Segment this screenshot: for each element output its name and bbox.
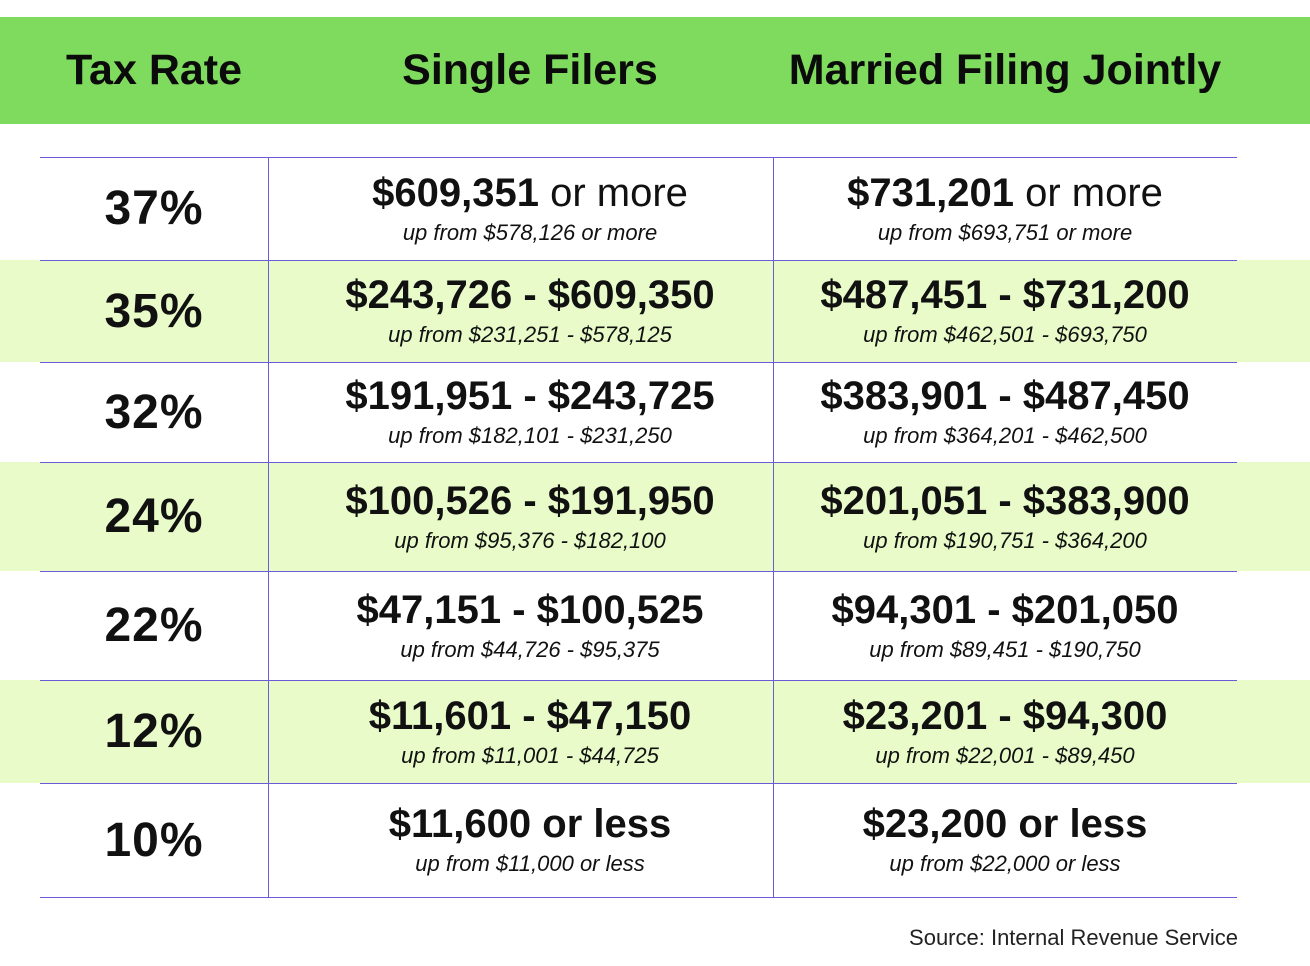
tax-rate: 37% bbox=[104, 182, 204, 235]
bracket-range: $23,200 or less bbox=[862, 802, 1148, 846]
married-jointly-cell: $94,301 - $201,050 up from $89,451 - $19… bbox=[773, 571, 1237, 680]
column-divider bbox=[773, 157, 774, 898]
married-jointly-cell: $731,201 or more up from $693,751 or mor… bbox=[773, 157, 1237, 260]
row-divider bbox=[40, 362, 1237, 363]
married-jointly-cell: $487,451 - $731,200 up from $462,501 - $… bbox=[773, 260, 1237, 362]
previous-range: up from $578,126 or more bbox=[402, 219, 658, 245]
table-row: 32% $191,951 - $243,725 up from $182,101… bbox=[0, 362, 1310, 462]
tax-rate: 24% bbox=[104, 490, 204, 543]
previous-range: up from $11,001 - $44,725 bbox=[401, 742, 659, 768]
married-jointly-cell: $201,051 - $383,900 up from $190,751 - $… bbox=[773, 462, 1237, 571]
bracket-range: $11,600 or less bbox=[388, 802, 672, 846]
previous-range: up from $182,101 - $231,250 bbox=[388, 423, 672, 448]
tax-rate: 35% bbox=[104, 284, 204, 338]
table-row: 35% $243,726 - $609,350 up from $231,251… bbox=[0, 260, 1310, 362]
table-row: 24% $100,526 - $191,950 up from $95,376 … bbox=[0, 462, 1310, 571]
tax-rate: 10% bbox=[104, 813, 204, 867]
tax-rate: 12% bbox=[104, 705, 204, 758]
header-married-filing-jointly: Married Filing Jointly bbox=[788, 46, 1222, 94]
single-filers-cell: $191,951 - $243,725 up from $182,101 - $… bbox=[287, 362, 773, 462]
previous-range: up from $190,751 - $364,200 bbox=[863, 527, 1147, 553]
married-jointly-cell: $23,201 - $94,300 up from $22,001 - $89,… bbox=[773, 680, 1237, 783]
header-tax-rate: Tax Rate bbox=[65, 46, 243, 94]
married-jointly-cell: $383,901 - $487,450 up from $364,201 - $… bbox=[773, 362, 1237, 462]
bracket-range: $191,951 - $243,725 bbox=[345, 374, 715, 418]
single-filers-cell: $11,600 or less up from $11,000 or less bbox=[287, 783, 773, 897]
bracket-range: $731,201 or more bbox=[847, 170, 1163, 215]
previous-range: up from $95,376 - $182,100 bbox=[394, 527, 666, 553]
table-row: 12% $11,601 - $47,150 up from $11,001 - … bbox=[0, 680, 1310, 783]
bracket-range: $487,451 - $731,200 bbox=[820, 273, 1190, 317]
bracket-range: $201,051 - $383,900 bbox=[820, 478, 1190, 523]
previous-range: up from $693,751 or more bbox=[877, 219, 1133, 245]
single-filers-cell: $100,526 - $191,950 up from $95,376 - $1… bbox=[287, 462, 773, 571]
tax-rate: 22% bbox=[104, 599, 204, 652]
row-divider bbox=[40, 260, 1237, 261]
column-divider bbox=[268, 157, 269, 898]
row-divider bbox=[40, 783, 1237, 784]
bracket-range: $94,301 - $201,050 bbox=[831, 587, 1179, 632]
previous-range: up from $22,001 - $89,450 bbox=[875, 742, 1135, 768]
bracket-range: $609,351 or more bbox=[372, 170, 688, 215]
row-divider bbox=[40, 897, 1237, 898]
previous-range: up from $22,000 or less bbox=[889, 851, 1121, 876]
married-jointly-cell: $23,200 or less up from $22,000 or less bbox=[773, 783, 1237, 897]
bracket-range: $11,601 - $47,150 bbox=[368, 693, 692, 738]
bracket-range: $383,901 - $487,450 bbox=[820, 374, 1190, 418]
header-single-filers: Single Filers bbox=[402, 46, 658, 94]
row-divider bbox=[40, 571, 1237, 572]
single-filers-cell: $243,726 - $609,350 up from $231,251 - $… bbox=[287, 260, 773, 362]
row-divider bbox=[40, 680, 1237, 681]
previous-range: up from $364,201 - $462,500 bbox=[863, 423, 1147, 448]
table-row: 37% $609,351 or more up from $578,126 or… bbox=[0, 157, 1310, 260]
single-filers-cell: $609,351 or more up from $578,126 or mor… bbox=[287, 157, 773, 260]
bracket-range: $47,151 - $100,525 bbox=[356, 587, 704, 632]
bracket-range: $100,526 - $191,950 bbox=[345, 478, 715, 523]
single-filers-cell: $11,601 - $47,150 up from $11,001 - $44,… bbox=[287, 680, 773, 783]
bracket-range: $243,726 - $609,350 bbox=[345, 273, 715, 317]
row-divider bbox=[40, 462, 1237, 463]
table-row: 22% $47,151 - $100,525 up from $44,726 -… bbox=[0, 571, 1310, 680]
previous-range: up from $462,501 - $693,750 bbox=[863, 322, 1147, 347]
row-divider bbox=[40, 157, 1237, 158]
previous-range: up from $11,000 or less bbox=[415, 851, 645, 876]
tax-rate: 32% bbox=[104, 385, 204, 439]
previous-range: up from $44,726 - $95,375 bbox=[400, 636, 660, 662]
previous-range: up from $89,451 - $190,750 bbox=[869, 636, 1141, 662]
bracket-range: $23,201 - $94,300 bbox=[842, 693, 1168, 738]
single-filers-cell: $47,151 - $100,525 up from $44,726 - $95… bbox=[287, 571, 773, 680]
source-note: Source: Internal Revenue Service bbox=[909, 925, 1238, 950]
table-header: Tax Rate Single Filers Married Filing Jo… bbox=[0, 17, 1310, 124]
table-row: 10% $11,600 or less up from $11,000 or l… bbox=[0, 783, 1310, 897]
previous-range: up from $231,251 - $578,125 bbox=[388, 322, 672, 347]
